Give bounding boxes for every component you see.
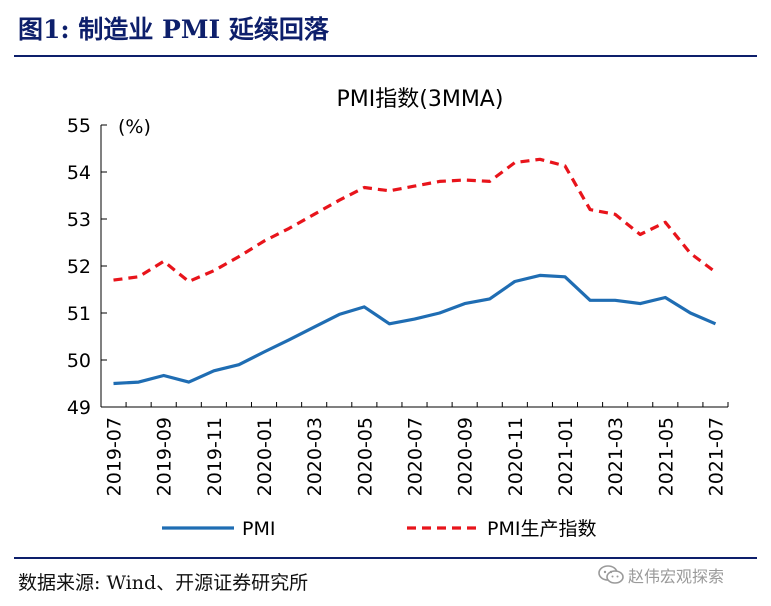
- legend-label: PMI: [242, 518, 275, 540]
- unit-label: (%): [118, 116, 151, 138]
- x-tick-label: 2020-05: [354, 417, 376, 496]
- chart-title: PMI指数(3MMA): [337, 87, 504, 112]
- x-tick-label: 2021-03: [605, 417, 627, 496]
- series-layer: [113, 157, 717, 386]
- y-tick-label: 51: [67, 303, 91, 325]
- series-line-pmi: [113, 273, 717, 386]
- y-tick-label: 49: [67, 397, 91, 419]
- y-tick-label: 54: [67, 162, 91, 184]
- x-tick-label: 2020-09: [455, 417, 477, 496]
- x-tick-label: 2019-09: [154, 417, 176, 496]
- y-axis: 49 50 51 52 53 54 55: [67, 115, 107, 419]
- x-tick-label: 2020-07: [405, 417, 427, 496]
- top-divider: [14, 55, 757, 57]
- figure-title: 图1: 制造业 PMI 延续回落: [18, 15, 329, 44]
- x-tick-label: 2021-05: [655, 417, 677, 496]
- x-tick-label: 2020-11: [505, 417, 527, 496]
- watermark-text: 赵伟宏观探索: [628, 567, 725, 586]
- y-tick-label: 50: [67, 350, 91, 372]
- y-tick-label: 52: [67, 256, 91, 278]
- x-tick-label: 2020-01: [254, 417, 276, 496]
- x-tick-label: 2021-07: [705, 417, 727, 496]
- y-tick-label: 55: [67, 115, 91, 137]
- legend: PMI PMI生产指数: [162, 518, 596, 540]
- x-tick-label: 2019-11: [204, 417, 226, 496]
- watermark: 赵伟宏观探索: [598, 563, 724, 587]
- series-line-production: [113, 157, 717, 284]
- wechat-icon: [598, 565, 624, 584]
- bottom-divider: [14, 557, 757, 559]
- y-tick-label: 53: [67, 209, 91, 231]
- source-note: 数据来源: Wind、开源证券研究所: [18, 572, 309, 594]
- legend-label: PMI生产指数: [487, 518, 596, 540]
- x-axis: 2019-07 2019-09 2019-11 2020-01 2020-03 2020-…: [100, 402, 729, 496]
- x-tick-label: 2021-01: [555, 417, 577, 496]
- x-tick-label: 2020-03: [304, 417, 326, 496]
- x-tick-label: 2019-07: [104, 417, 126, 496]
